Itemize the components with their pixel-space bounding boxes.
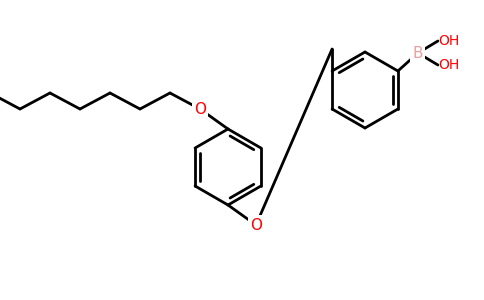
Text: OH: OH — [438, 58, 459, 72]
Text: B: B — [413, 46, 423, 61]
Text: O: O — [250, 218, 262, 232]
Text: OH: OH — [438, 34, 459, 48]
Text: O: O — [194, 101, 206, 116]
